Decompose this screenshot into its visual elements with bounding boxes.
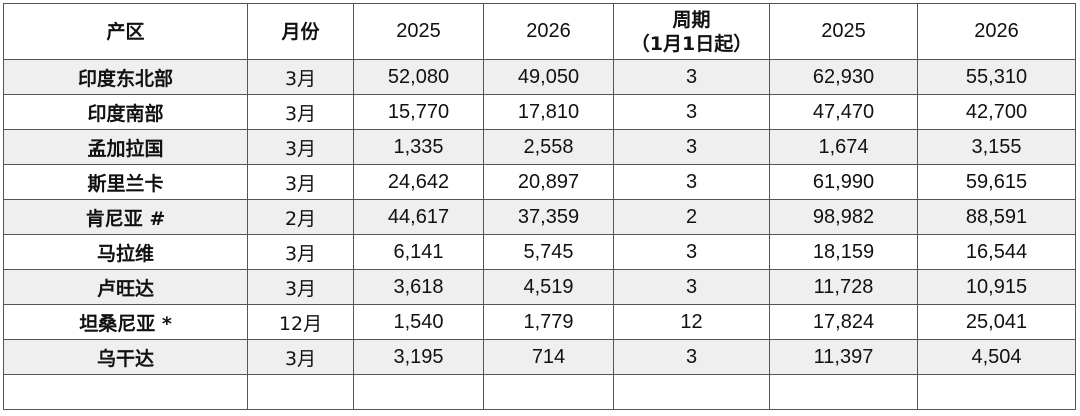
period-cell: 3 <box>613 94 770 130</box>
value-2026-b-cell: 16,544 <box>917 234 1076 270</box>
table-row: 坦桑尼亚 * 12月 1,540 1,779 12 17,824 25,041 <box>3 304 1076 340</box>
period-cell: 3 <box>613 59 770 95</box>
empty-cell <box>3 374 248 410</box>
table-row: 马拉维 3月 6,141 5,745 3 18,159 16,544 <box>3 234 1076 270</box>
value-2025-b-cell: 11,397 <box>769 339 918 375</box>
empty-cell <box>613 374 770 410</box>
value-2026-a-cell: 5,745 <box>483 234 614 270</box>
region-cell: 斯里兰卡 <box>3 164 248 200</box>
value-2025-a-cell: 3,195 <box>353 339 484 375</box>
value-2026-a-cell: 714 <box>483 339 614 375</box>
value-2026-a-cell: 4,519 <box>483 269 614 305</box>
empty-cell <box>917 374 1076 410</box>
header-2026-a: 2026 <box>483 3 614 60</box>
region-cell: 坦桑尼亚 * <box>3 304 248 340</box>
value-2026-b-cell: 3,155 <box>917 129 1076 165</box>
region-cell: 马拉维 <box>3 234 248 270</box>
value-2026-b-cell: 4,504 <box>917 339 1076 375</box>
header-month: 月份 <box>247 3 354 60</box>
region-cell: 印度东北部 <box>3 59 248 95</box>
empty-cell <box>769 374 918 410</box>
value-2025-b-cell: 18,159 <box>769 234 918 270</box>
empty-cell <box>483 374 614 410</box>
header-period: 周期 （1月1日起） <box>613 3 770 60</box>
header-2025-b: 2025 <box>769 3 918 60</box>
value-2025-a-cell: 24,642 <box>353 164 484 200</box>
month-cell: 3月 <box>247 234 354 270</box>
header-region: 产区 <box>3 3 248 60</box>
value-2025-b-cell: 17,824 <box>769 304 918 340</box>
month-cell: 3月 <box>247 59 354 95</box>
header-2025-a: 2025 <box>353 3 484 60</box>
value-2025-a-cell: 1,335 <box>353 129 484 165</box>
region-cell: 肯尼亚 # <box>3 199 248 235</box>
period-cell: 3 <box>613 339 770 375</box>
period-cell: 3 <box>613 269 770 305</box>
period-cell: 3 <box>613 129 770 165</box>
period-cell: 3 <box>613 234 770 270</box>
value-2025-b-cell: 1,674 <box>769 129 918 165</box>
table-row: 卢旺达 3月 3,618 4,519 3 11,728 10,915 <box>3 269 1076 305</box>
month-cell: 12月 <box>247 304 354 340</box>
value-2025-b-cell: 61,990 <box>769 164 918 200</box>
value-2025-a-cell: 52,080 <box>353 59 484 95</box>
table-row: 印度南部 3月 15,770 17,810 3 47,470 42,700 <box>3 94 1076 130</box>
region-cell: 孟加拉国 <box>3 129 248 165</box>
value-2025-b-cell: 11,728 <box>769 269 918 305</box>
tea-production-table: 产区 月份 2025 2026 周期 （1月1日起） 2025 2026 印度东… <box>3 3 1076 410</box>
value-2026-b-cell: 10,915 <box>917 269 1076 305</box>
value-2026-b-cell: 25,041 <box>917 304 1076 340</box>
month-cell: 2月 <box>247 199 354 235</box>
region-cell: 印度南部 <box>3 94 248 130</box>
period-cell: 2 <box>613 199 770 235</box>
header-row: 产区 月份 2025 2026 周期 （1月1日起） 2025 2026 <box>3 3 1076 60</box>
empty-cell <box>247 374 354 410</box>
month-cell: 3月 <box>247 269 354 305</box>
value-2025-b-cell: 47,470 <box>769 94 918 130</box>
month-cell: 3月 <box>247 164 354 200</box>
table-row: 孟加拉国 3月 1,335 2,558 3 1,674 3,155 <box>3 129 1076 165</box>
region-cell: 乌干达 <box>3 339 248 375</box>
header-period-line1: 周期 <box>672 8 711 31</box>
value-2025-a-cell: 6,141 <box>353 234 484 270</box>
value-2026-b-cell: 55,310 <box>917 59 1076 95</box>
header-period-line2: （1月1日起） <box>630 32 753 55</box>
region-cell: 卢旺达 <box>3 269 248 305</box>
value-2026-a-cell: 1,779 <box>483 304 614 340</box>
value-2026-b-cell: 42,700 <box>917 94 1076 130</box>
value-2025-b-cell: 98,982 <box>769 199 918 235</box>
period-cell: 12 <box>613 304 770 340</box>
empty-row <box>3 374 1076 410</box>
value-2026-b-cell: 59,615 <box>917 164 1076 200</box>
month-cell: 3月 <box>247 94 354 130</box>
value-2026-a-cell: 37,359 <box>483 199 614 235</box>
value-2026-a-cell: 2,558 <box>483 129 614 165</box>
value-2025-a-cell: 15,770 <box>353 94 484 130</box>
value-2025-b-cell: 62,930 <box>769 59 918 95</box>
table-row: 肯尼亚 # 2月 44,617 37,359 2 98,982 88,591 <box>3 199 1076 235</box>
value-2025-a-cell: 3,618 <box>353 269 484 305</box>
header-2026-b: 2026 <box>917 3 1076 60</box>
period-cell: 3 <box>613 164 770 200</box>
empty-cell <box>353 374 484 410</box>
month-cell: 3月 <box>247 129 354 165</box>
month-cell: 3月 <box>247 339 354 375</box>
value-2026-a-cell: 49,050 <box>483 59 614 95</box>
value-2026-b-cell: 88,591 <box>917 199 1076 235</box>
value-2026-a-cell: 20,897 <box>483 164 614 200</box>
value-2026-a-cell: 17,810 <box>483 94 614 130</box>
table-row: 乌干达 3月 3,195 714 3 11,397 4,504 <box>3 339 1076 375</box>
table-row: 印度东北部 3月 52,080 49,050 3 62,930 55,310 <box>3 59 1076 95</box>
table-row: 斯里兰卡 3月 24,642 20,897 3 61,990 59,615 <box>3 164 1076 200</box>
value-2025-a-cell: 44,617 <box>353 199 484 235</box>
value-2025-a-cell: 1,540 <box>353 304 484 340</box>
